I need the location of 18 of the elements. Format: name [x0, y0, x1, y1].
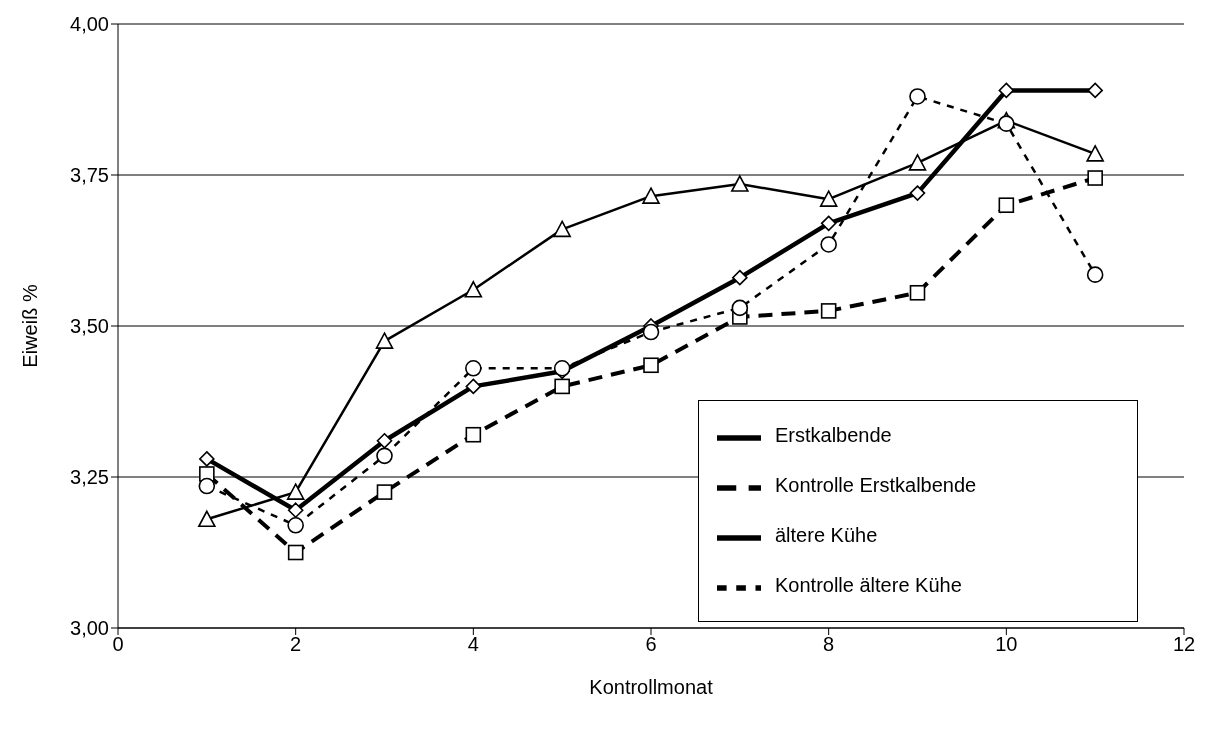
x-tick-label: 10 [995, 633, 1018, 656]
x-axis-title: Kontrollmonat [589, 676, 714, 698]
x-tick-label: 6 [645, 633, 657, 656]
legend-label: Kontrolle Erstkalbende [775, 474, 977, 496]
y-tick-label: 3,50 [70, 315, 109, 338]
legend-label: Erstkalbende [775, 424, 892, 446]
y-tick-label: 3,75 [70, 164, 109, 187]
legend-label: ältere Kühe [775, 524, 878, 546]
x-tick-label: 12 [1172, 633, 1196, 656]
x-tick-label: 4 [467, 633, 479, 656]
y-tick-label: 3,25 [70, 466, 109, 489]
x-tick-label: 0 [112, 633, 124, 656]
x-tick-label: 8 [823, 633, 835, 656]
x-tick-label: 2 [290, 633, 302, 656]
y-axis-title: Eiweiß % [19, 284, 42, 368]
y-tick-label: 3,00 [70, 617, 109, 640]
y-tick-label: 4,00 [70, 13, 109, 36]
legend-label: Kontrolle ältere Kühe [775, 574, 962, 596]
